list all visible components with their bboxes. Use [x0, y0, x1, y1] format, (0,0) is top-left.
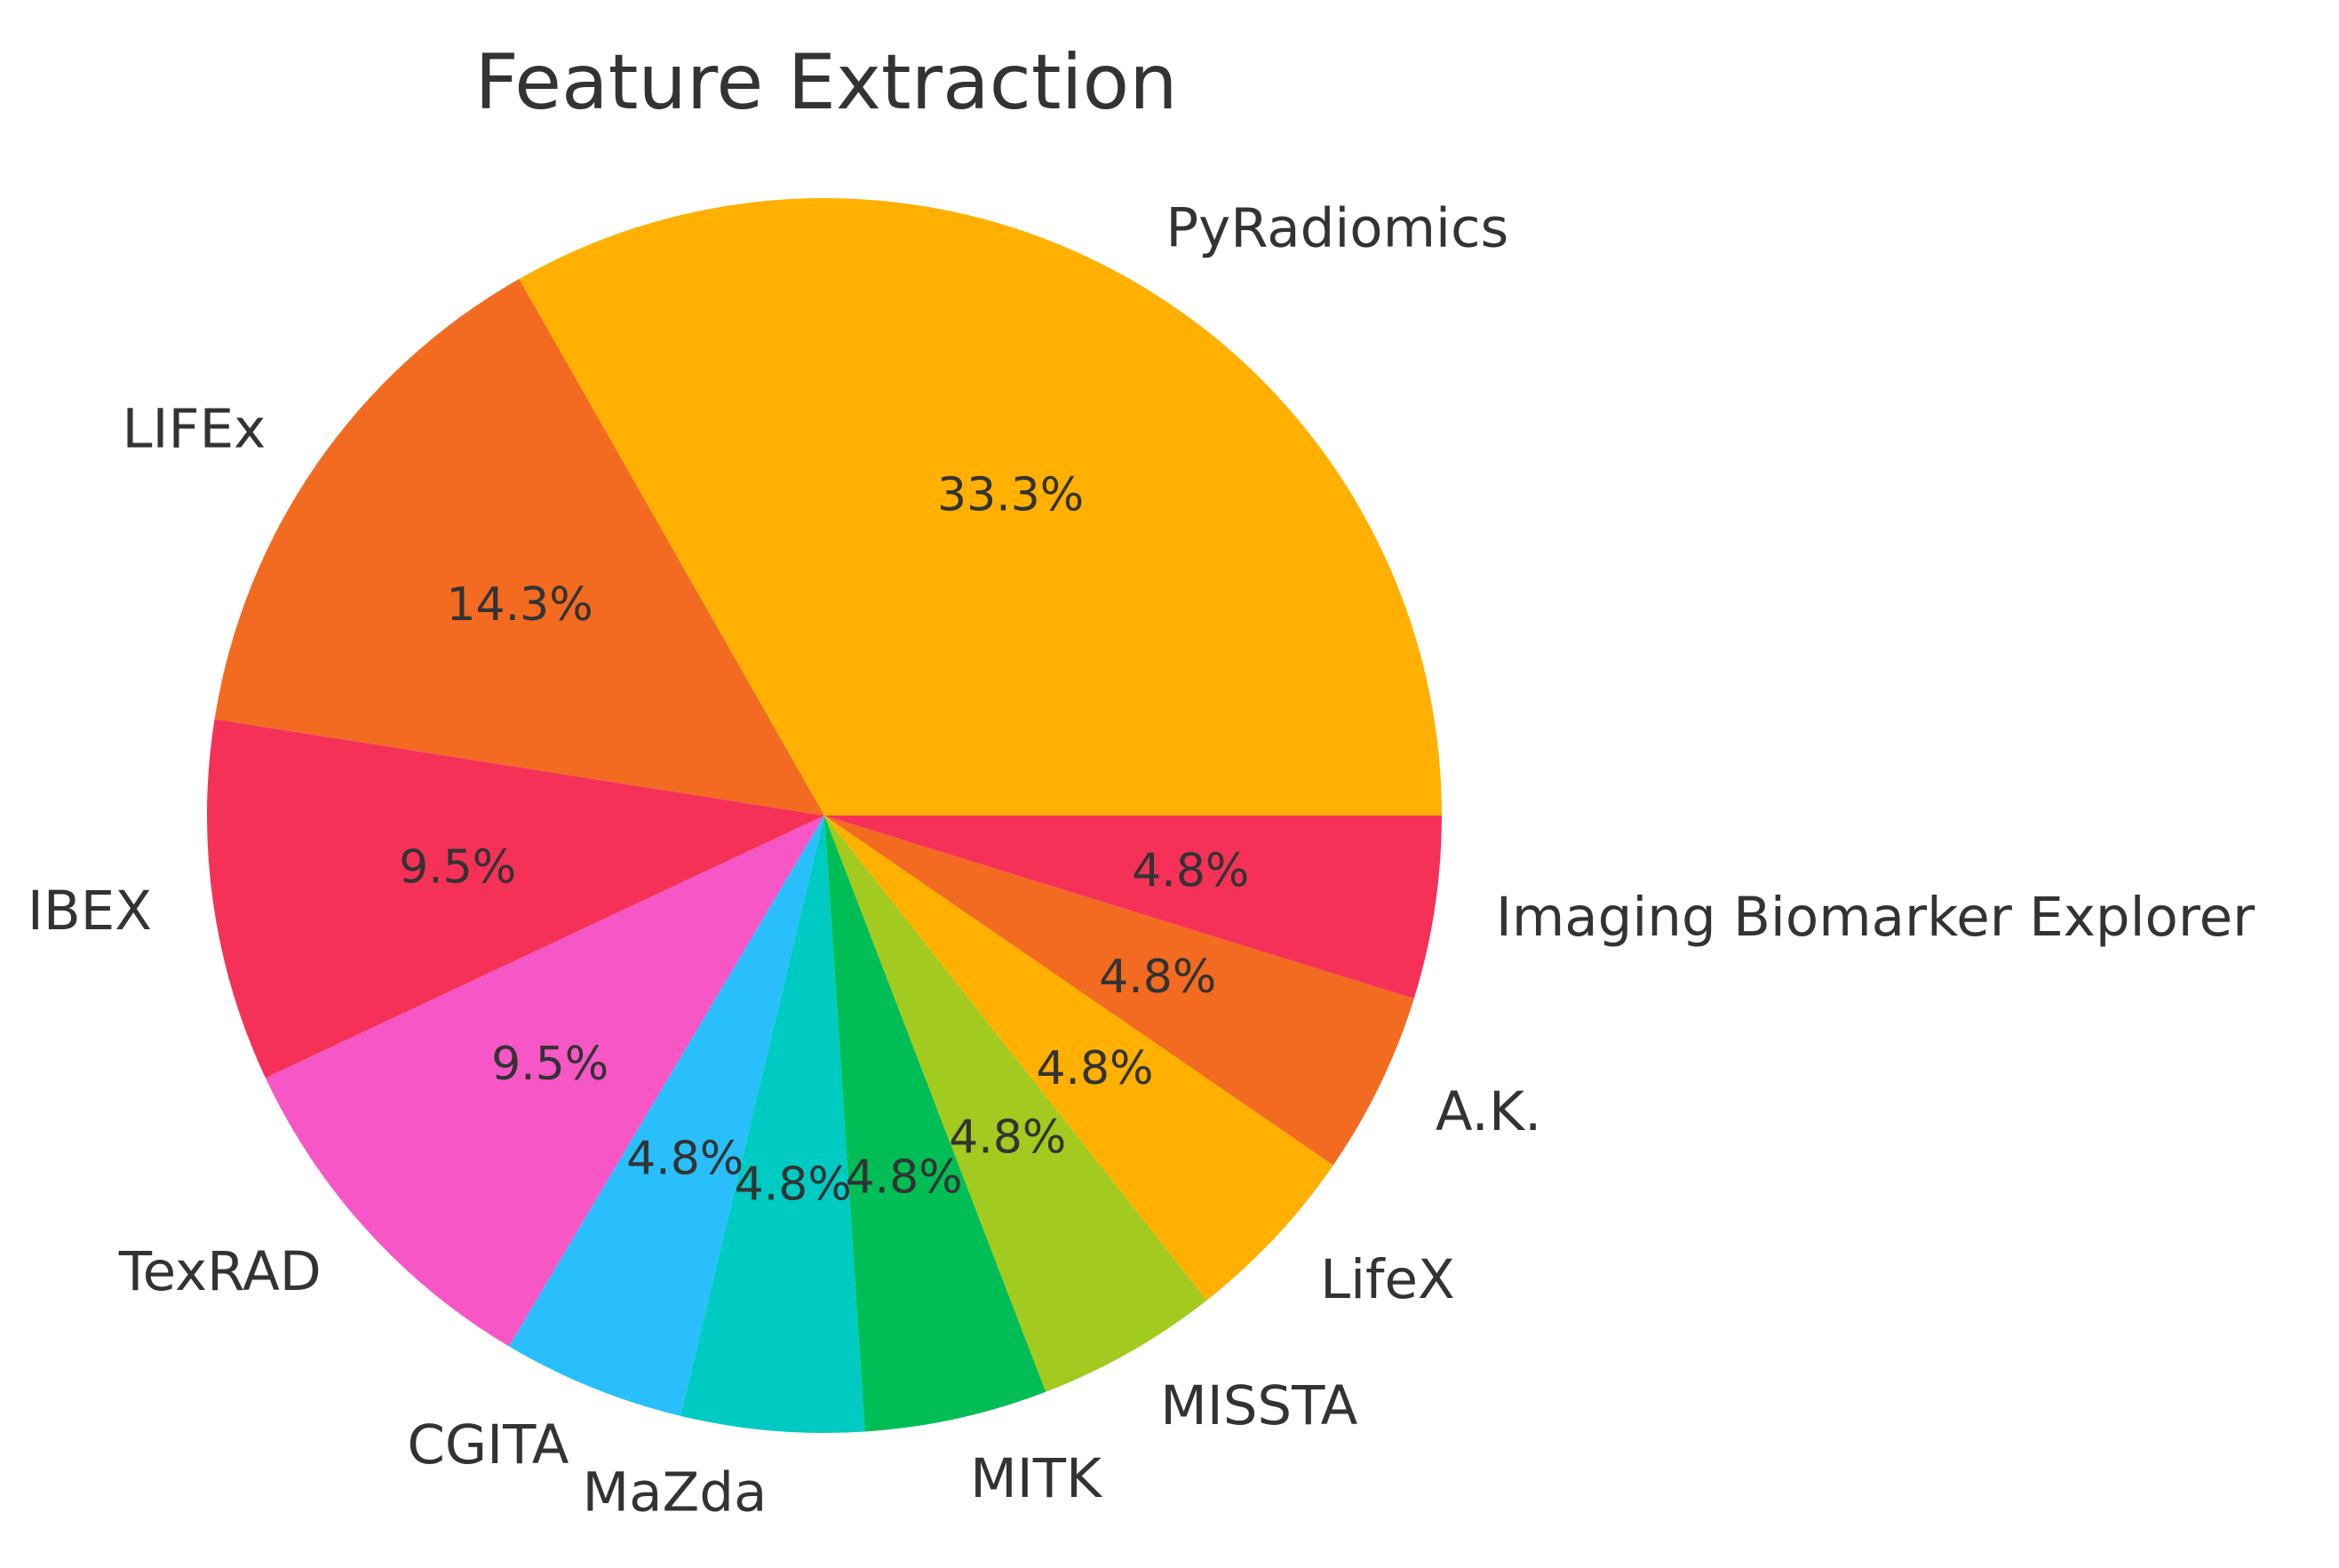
- slice-label-cgita: CGITA: [407, 1413, 569, 1476]
- slice-label-imaging-biomarker-explorer: Imaging Biomarker Explorer: [1496, 886, 2255, 949]
- pct-label-mazda: 4.8%: [735, 1158, 852, 1212]
- pct-label-ibex: 9.5%: [399, 841, 516, 895]
- pie-slices: [207, 197, 1442, 1433]
- pie-slice-missta: [824, 816, 1207, 1392]
- pie-slice-mitk: [824, 816, 1046, 1432]
- pct-label-texrad: 9.5%: [491, 1038, 609, 1091]
- pie-slice-ibex: [207, 719, 824, 1078]
- pie-slice-lifex: [824, 816, 1333, 1301]
- slice-label-texrad: TexRAD: [118, 1240, 322, 1303]
- pct-label-lifex: 14.3%: [446, 578, 593, 632]
- pie-slice-cgita: [508, 816, 824, 1416]
- pct-label-pyradiomics: 33.3%: [937, 469, 1084, 522]
- slice-label-a-k: A.K.: [1436, 1080, 1541, 1143]
- slice-label-lifex: LIFEx: [123, 398, 267, 461]
- pie-slice-mazda: [680, 816, 865, 1433]
- pct-label-a-k: 4.8%: [1099, 951, 1216, 1004]
- pie-slice-texrad: [265, 816, 825, 1347]
- slice-label-mitk: MITK: [970, 1447, 1103, 1510]
- slice-label-missta: MISSTA: [1160, 1374, 1358, 1437]
- chart-title: Feature Extraction: [474, 38, 1177, 127]
- pie-slice-lifex: [214, 278, 824, 816]
- pct-label-imaging-biomarker-explorer: 4.8%: [1132, 845, 1249, 898]
- slice-label-lifex: LifeX: [1320, 1248, 1455, 1311]
- pie-slice-a-k: [824, 816, 1414, 1166]
- percentage-labels: 33.3%14.3%9.5%9.5%4.8%4.8%4.8%4.8%4.8%4.…: [399, 469, 1249, 1212]
- slice-label-pyradiomics: PyRadiomics: [1166, 197, 1508, 260]
- pie-slice-pyradiomics: [519, 197, 1442, 816]
- slice-label-ibex: IBEX: [28, 880, 152, 943]
- slice-label-mazda: MaZda: [582, 1461, 767, 1524]
- pct-label-mitk: 4.8%: [845, 1150, 962, 1204]
- pct-label-lifex: 4.8%: [1036, 1042, 1153, 1095]
- pct-label-cgita: 4.8%: [626, 1132, 744, 1185]
- pie-slice-imaging-biomarker-explorer: [824, 816, 1442, 999]
- pct-label-missta: 4.8%: [949, 1110, 1066, 1164]
